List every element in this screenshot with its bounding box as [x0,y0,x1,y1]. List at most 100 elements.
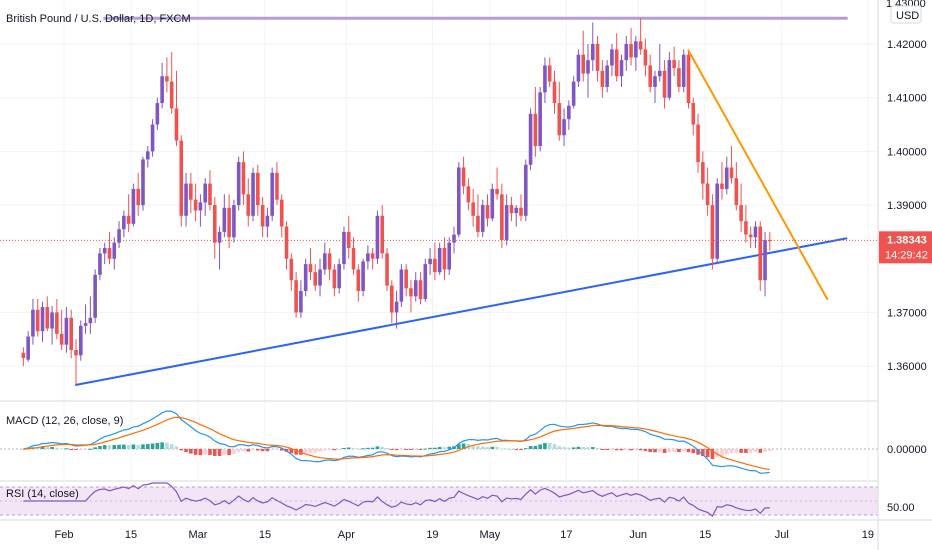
candle[interactable] [720,162,724,200]
candle[interactable] [504,194,509,246]
candle[interactable] [538,86,542,152]
candle[interactable] [131,183,136,227]
candle[interactable] [318,258,322,297]
candle[interactable] [203,178,207,216]
candle[interactable] [174,70,179,147]
candle[interactable] [433,242,437,281]
candle[interactable] [466,178,471,211]
candle[interactable] [394,290,399,329]
candle[interactable] [514,205,519,227]
candle[interactable] [768,231,772,251]
candle[interactable] [69,309,74,359]
candle[interactable] [169,52,174,114]
candle[interactable] [380,205,385,259]
candle[interactable] [83,304,88,334]
candle[interactable] [107,231,112,265]
candle[interactable] [662,60,667,109]
candle[interactable] [485,194,490,227]
candle[interactable] [289,253,294,291]
candle[interactable] [404,264,408,297]
candle[interactable] [557,81,562,141]
candle[interactable] [385,248,389,291]
rsi-pane[interactable]: RSI (14, close) [0,482,878,517]
candle[interactable] [476,194,480,238]
candle[interactable] [552,70,557,114]
candle[interactable] [681,49,686,93]
candle[interactable] [686,52,691,109]
candle[interactable] [323,242,327,275]
candle[interactable] [528,108,533,171]
candle[interactable] [653,70,657,104]
candle[interactable] [193,183,198,222]
candle[interactable] [495,167,499,200]
candle[interactable] [179,135,184,227]
candle[interactable] [581,30,586,82]
candle[interactable] [509,197,514,222]
candles[interactable] [21,18,772,385]
candle[interactable] [480,199,485,238]
trendline-falling-resistance[interactable] [687,49,829,301]
candle[interactable] [643,38,648,77]
candle[interactable] [624,35,629,71]
candle[interactable] [634,35,638,71]
candle[interactable] [428,248,432,275]
candle[interactable] [744,205,748,243]
candle[interactable] [40,301,45,342]
candle[interactable] [141,156,145,211]
candle[interactable] [500,183,504,249]
candle[interactable] [648,54,652,93]
candle[interactable] [715,178,719,265]
candle[interactable] [217,226,222,270]
candle[interactable] [31,299,35,345]
candle[interactable] [246,178,251,227]
candle[interactable] [26,331,30,362]
candle[interactable] [342,226,346,270]
candle[interactable] [409,280,413,313]
candle[interactable] [165,57,169,93]
candle[interactable] [145,146,150,168]
candle[interactable] [370,248,375,270]
candle[interactable] [279,194,284,238]
candle[interactable] [251,167,255,222]
candle[interactable] [724,156,729,195]
candle[interactable] [614,33,619,82]
candle[interactable] [672,46,676,77]
candle[interactable] [691,97,696,136]
candle[interactable] [299,280,303,318]
candle[interactable] [35,299,40,337]
candle[interactable] [55,299,59,340]
candle[interactable] [59,309,64,351]
candle[interactable] [471,188,475,227]
trendlines[interactable] [75,16,848,386]
candle[interactable] [198,194,203,227]
candle[interactable] [275,162,279,206]
candle[interactable] [375,210,380,265]
candle[interactable] [155,97,160,130]
candle[interactable] [696,113,700,173]
candle[interactable] [523,159,528,222]
candle[interactable] [423,258,428,302]
candle[interactable] [442,237,447,281]
candle[interactable] [734,162,739,211]
candle[interactable] [122,210,126,238]
candle[interactable] [64,307,69,353]
candle[interactable] [571,76,576,109]
candle[interactable] [136,172,141,216]
candle[interactable] [562,108,566,147]
candle[interactable] [710,194,715,270]
candle[interactable] [638,18,643,55]
candle[interactable] [102,242,107,265]
candle[interactable] [337,258,341,294]
candle[interactable] [236,156,241,211]
candle[interactable] [457,162,461,238]
candle[interactable] [567,100,571,130]
candle[interactable] [753,221,758,249]
candle[interactable] [232,199,236,243]
candle[interactable] [705,167,710,216]
candle[interactable] [390,280,394,324]
candle[interactable] [739,183,743,232]
candle[interactable] [241,151,246,206]
candle[interactable] [327,248,332,281]
candle[interactable] [50,305,54,345]
